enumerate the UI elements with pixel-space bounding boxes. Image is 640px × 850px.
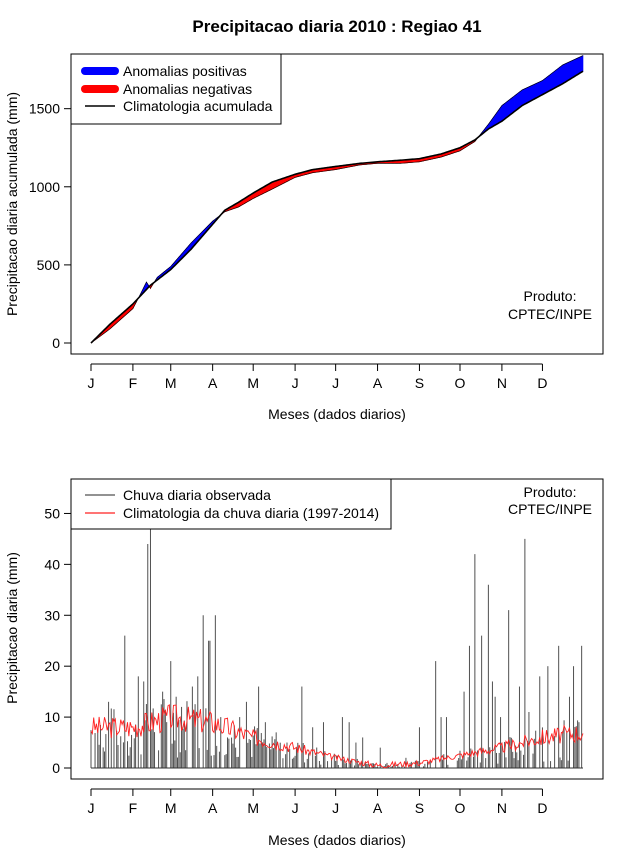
observed-daily-bars: [90, 528, 583, 769]
top-legend: Anomalias positivas Anomalias negativas …: [70, 53, 282, 125]
bottom-y-tick-label: 40: [44, 556, 60, 572]
top-watermark-line1: Produto:: [524, 288, 577, 304]
bottom-x-tick-label: J: [332, 800, 339, 816]
bottom-x-tick-label: F: [129, 800, 138, 816]
top-x-tick-label: J: [292, 375, 299, 391]
bottom-legend: Chuva diaria observada Climatologia da c…: [70, 478, 392, 530]
top-y-axis: 0 500 1000 1500: [29, 101, 72, 351]
legend-label-observed: Chuva diaria observada: [123, 487, 271, 503]
top-y-tick-label: 1500: [29, 101, 60, 117]
anomaly-positive-segment: [581, 55, 584, 73]
top-x-tick-label: A: [373, 375, 383, 391]
daily-chart: J F M A M J J A S O N D 0 10 20 30 40 50 Meses (dados di…: [4, 478, 604, 848]
top-x-tick-label: F: [129, 375, 138, 391]
top-y-tick-label: 1000: [29, 179, 60, 195]
bottom-y-axis: 0 10 20 30 40 50: [44, 505, 72, 776]
top-y-tick-label: 500: [37, 257, 61, 273]
bottom-y-tick-label: 0: [52, 760, 60, 776]
bottom-y-axis-label: Precipitacao diaria (mm): [4, 552, 20, 704]
legend-label-clim-daily: Climatologia da chuva diaria (1997-2014): [123, 505, 379, 521]
top-x-axis-label: Meses (dados diarios): [268, 406, 406, 422]
top-y-axis-label: Precipitacao diaria acumulada (mm): [4, 92, 20, 316]
top-x-tick-label: M: [165, 375, 177, 391]
bottom-y-tick-label: 10: [44, 709, 60, 725]
bottom-watermark-line2: CPTEC/INPE: [508, 501, 592, 517]
top-x-tick-label: A: [208, 375, 218, 391]
top-x-tick-label: D: [537, 375, 547, 391]
bottom-x-tick-label: A: [373, 800, 383, 816]
top-x-tick-label: J: [88, 375, 95, 391]
bottom-x-tick-label: O: [455, 800, 466, 816]
bottom-x-tick-label: N: [497, 800, 507, 816]
legend-label-climatology: Climatologia acumulada: [123, 98, 273, 114]
bottom-x-axis-label: Meses (dados diarios): [268, 832, 406, 848]
top-x-tick-label: N: [497, 375, 507, 391]
bottom-x-tick-label: S: [415, 800, 424, 816]
figure-title: Precipitacao diaria 2010 : Regiao 41: [192, 17, 481, 36]
bottom-x-tick-label: J: [292, 800, 299, 816]
bottom-x-tick-label: M: [165, 800, 177, 816]
bottom-y-tick-label: 20: [44, 658, 60, 674]
top-watermark-line2: CPTEC/INPE: [508, 306, 592, 322]
bottom-y-tick-label: 30: [44, 607, 60, 623]
bottom-watermark-line1: Produto:: [524, 484, 577, 500]
observed-cumulative-outline: [90, 55, 584, 344]
climatology-daily-line: [90, 704, 584, 769]
bottom-x-tick-label: A: [208, 800, 218, 816]
bottom-x-tick-label: D: [537, 800, 547, 816]
climatology-cumulative-path: [90, 70, 584, 344]
cumulative-chart: J F M A M J J A S O N D 0 500 1000 1500 Meses (dados d…: [4, 53, 604, 422]
top-x-tick-label: J: [332, 375, 339, 391]
climatology-cumulative-line: [90, 70, 584, 344]
top-x-tick-label: M: [247, 375, 259, 391]
legend-label-positive: Anomalias positivas: [123, 63, 247, 79]
top-x-tick-label: O: [455, 375, 466, 391]
bottom-y-tick-label: 50: [44, 505, 60, 521]
top-x-tick-label: S: [415, 375, 424, 391]
bottom-x-tick-label: M: [247, 800, 259, 816]
top-y-tick-label: 0: [52, 335, 60, 351]
legend-label-negative: Anomalias negativas: [123, 81, 252, 97]
bottom-legend-box: [70, 478, 392, 530]
climatology-daily-path: [90, 704, 584, 769]
bottom-x-tick-label: J: [88, 800, 95, 816]
